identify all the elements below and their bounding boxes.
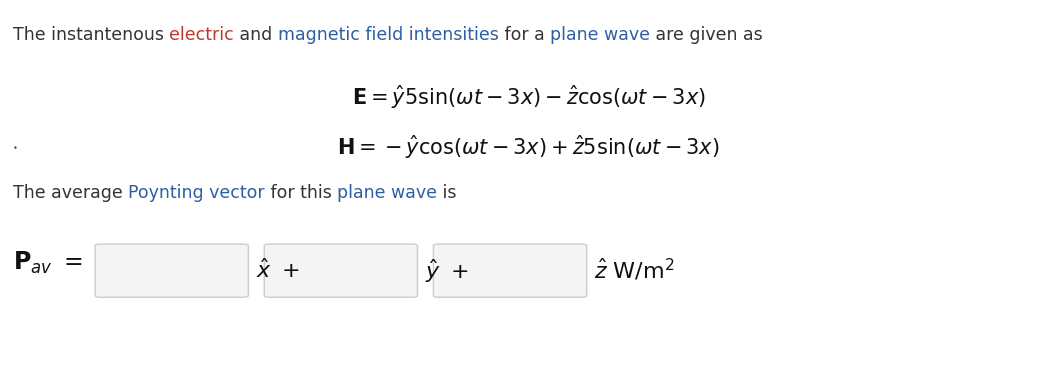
FancyBboxPatch shape [264, 244, 418, 297]
Text: and: and [234, 26, 278, 44]
Text: for a: for a [499, 26, 550, 44]
Text: is: is [437, 184, 457, 201]
Text: magnetic field intensities: magnetic field intensities [278, 26, 499, 44]
Text: $\hat{y}\ +$: $\hat{y}\ +$ [425, 257, 468, 284]
Text: The average: The average [13, 184, 128, 201]
Text: $\mathbf{P}_{av}\ =$: $\mathbf{P}_{av}\ =$ [13, 249, 82, 276]
Text: $\hat{z}\ \mathrm{W/m^2}$: $\hat{z}\ \mathrm{W/m^2}$ [594, 258, 674, 284]
Text: $\hat{x}\ +$: $\hat{x}\ +$ [256, 259, 299, 283]
Text: plane wave: plane wave [337, 184, 437, 201]
Text: $\mathbf{E} = \hat{y}5\sin(\omega t - 3x) - \hat{z}\cos(\omega t - 3x)$: $\mathbf{E} = \hat{y}5\sin(\omega t - 3x… [352, 83, 705, 111]
Text: •: • [13, 144, 18, 153]
Text: for this: for this [264, 184, 337, 201]
Text: $\mathbf{H} = -\hat{y}\cos(\omega t - 3x) + \hat{z}5\sin(\omega t - 3x)$: $\mathbf{H} = -\hat{y}\cos(\omega t - 3x… [337, 133, 720, 161]
Text: Poynting vector: Poynting vector [128, 184, 264, 201]
Text: The instantenous: The instantenous [13, 26, 169, 44]
Text: plane wave: plane wave [550, 26, 650, 44]
FancyBboxPatch shape [95, 244, 248, 297]
Text: are given as: are given as [650, 26, 762, 44]
FancyBboxPatch shape [433, 244, 587, 297]
Text: electric: electric [169, 26, 234, 44]
